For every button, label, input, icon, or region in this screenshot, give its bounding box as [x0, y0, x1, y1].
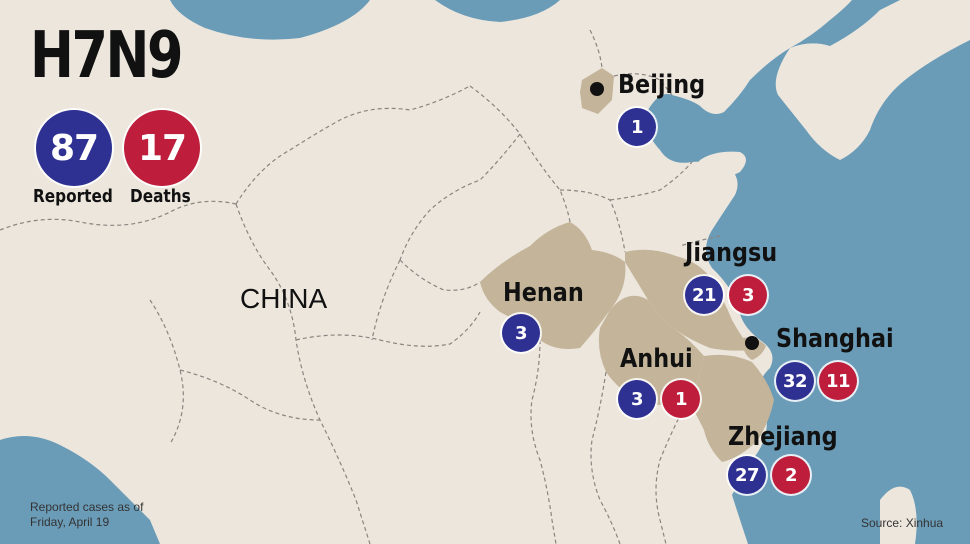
anhui-deaths-badge: 1 — [662, 380, 700, 418]
footnote-line-1: Reported cases as of — [30, 500, 144, 514]
zhejiang-deaths-badge: 2 — [772, 456, 810, 494]
zhejiang-deaths-value: 2 — [784, 464, 798, 486]
zhejiang-area — [688, 354, 774, 462]
region-label-beijing: Beijing — [618, 70, 706, 100]
henan-reported-badge: 3 — [502, 314, 540, 352]
region-label-anhui: Anhui — [620, 344, 693, 374]
source-credit: Source: Xinhua — [861, 516, 944, 530]
reported-total-badge: 87 — [36, 110, 112, 186]
country-label: CHINA — [240, 283, 328, 314]
beijing-city-marker — [590, 82, 604, 96]
beijing-reported-badge: 1 — [618, 108, 656, 146]
deaths-total-value: 17 — [137, 127, 187, 169]
footnote: Reported cases as of Friday, April 19 — [30, 500, 143, 530]
zhejiang-reported-value: 27 — [734, 464, 760, 486]
jiangsu-reported-badge: 21 — [685, 276, 723, 314]
region-label-shanghai: Shanghai — [776, 324, 894, 354]
reported-legend-label: Reported — [33, 186, 113, 207]
shandong-peninsula — [696, 151, 746, 180]
southwest-water — [0, 436, 160, 544]
anhui-area — [598, 295, 704, 405]
shanghai-deaths-badge: 11 — [819, 362, 857, 400]
deaths-total-badge: 17 — [124, 110, 200, 186]
region-label-zhejiang: Zhejiang — [728, 422, 838, 452]
region-label-henan: Henan — [503, 278, 584, 308]
page-title: H7N9 — [30, 19, 183, 93]
bohai-bay — [645, 94, 700, 150]
beijing-reported-value: 1 — [630, 116, 644, 138]
shanghai-city-marker — [745, 336, 759, 350]
henan-reported-value: 3 — [514, 322, 528, 344]
anhui-reported-value: 3 — [630, 388, 644, 410]
jiangsu-reported-value: 21 — [691, 284, 717, 306]
deaths-legend-label: Deaths — [130, 186, 191, 207]
korea-land — [775, 0, 970, 160]
anhui-reported-badge: 3 — [618, 380, 656, 418]
shanghai-reported-value: 32 — [782, 370, 808, 392]
reported-total-value: 87 — [49, 127, 99, 169]
region-label-jiangsu: Jiangsu — [685, 238, 778, 268]
anhui-deaths-value: 1 — [674, 388, 688, 410]
northern-lake — [170, 0, 370, 40]
east-sea — [660, 0, 970, 544]
jiangsu-deaths-value: 3 — [741, 284, 755, 306]
jiangsu-deaths-badge: 3 — [729, 276, 767, 314]
island-land — [880, 486, 917, 544]
zhejiang-reported-badge: 27 — [728, 456, 766, 494]
shanghai-deaths-value: 11 — [825, 370, 851, 392]
footnote-line-2: Friday, April 19 — [30, 515, 110, 529]
northern-water — [435, 0, 560, 22]
shanghai-reported-badge: 32 — [776, 362, 814, 400]
